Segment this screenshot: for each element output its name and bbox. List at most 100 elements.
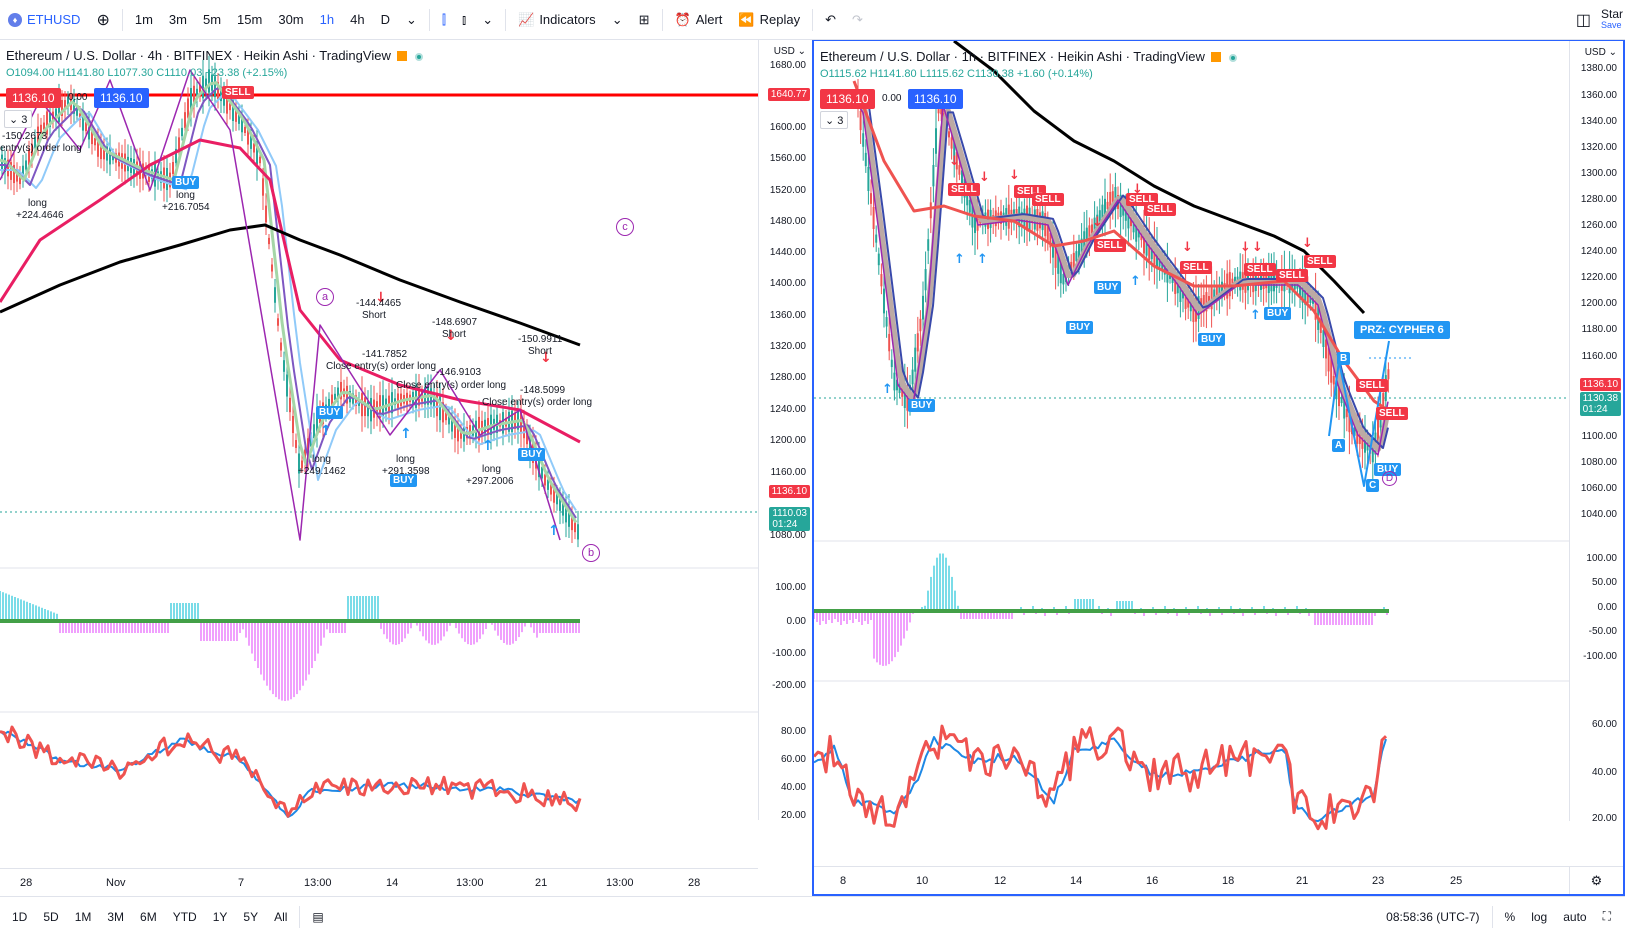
axis-currency[interactable]: USD ⌄ — [1584, 47, 1617, 58]
top-toolbar: ♦ ETHUSD ⊕ 1m 3m 5m 15m 30m 1h 4h D ⌄ ⫿ ⫾… — [0, 0, 1625, 40]
start-save-button[interactable]: Star Save — [1600, 6, 1623, 30]
candle-body — [867, 167, 870, 191]
interval-1h[interactable]: 1h — [319, 12, 335, 27]
time-tick: 23 — [1372, 875, 1385, 887]
market-status-icon — [414, 53, 423, 61]
buy-price-chip[interactable]: 1136.10 — [94, 88, 149, 108]
time-axis[interactable]: 8 10 12 14 16 18 21 23 25 — [814, 866, 1569, 894]
candle-body — [97, 136, 99, 157]
price-axis[interactable]: USD ⌄ 1680.00 1600.00 1560.00 1520.00 1480.0… — [758, 40, 812, 821]
rsi-line-red — [0, 725, 582, 818]
sell-signal: SELL — [1376, 407, 1408, 420]
range-1y[interactable]: 1Y — [212, 909, 228, 924]
trade-label: Short — [528, 346, 552, 357]
chart-pane-4h[interactable]: ↓ ↓ ↓ ↑ ↑ ↑ ↑ Ethereum / U.S. Dollar · 4h · BI… — [0, 40, 812, 896]
interval-d[interactable]: D — [380, 12, 390, 27]
chart-type-button[interactable]: ⫿ — [434, 0, 454, 40]
price-axis[interactable]: USD ⌄ 1380.00 1360.00 1340.00 1320.00 1300.0… — [1569, 41, 1623, 824]
chart-canvas-4h[interactable]: ↓ ↓ ↓ ↑ ↑ ↑ ↑ — [0, 40, 812, 896]
interval-15m[interactable]: 15m — [237, 12, 263, 27]
chart-canvas-1h[interactable]: ↓↓ ↓↓↓↓ ↓ ↓ ↓↑↑↑↑↑ — [814, 41, 1623, 896]
chevron-down-icon: ⌄ — [611, 11, 623, 27]
date-range-button[interactable]: ▤ — [304, 910, 331, 924]
range-1d[interactable]: 1D — [12, 909, 28, 924]
log-scale-toggle[interactable]: log — [1531, 909, 1548, 924]
price-tick: 1680.00 — [769, 60, 806, 71]
replay-button[interactable]: ⏪ Replay — [738, 11, 801, 28]
interval-5m[interactable]: 5m — [202, 12, 222, 27]
candle-body — [109, 145, 111, 165]
candle-body — [1137, 228, 1140, 238]
range-all[interactable]: All — [274, 909, 288, 924]
interval-3m[interactable]: 3m — [168, 12, 187, 27]
buy-price-chip[interactable]: 1136.10 — [908, 89, 963, 109]
candle-body — [58, 99, 60, 123]
indicator-count-toggle[interactable]: ⌄ 3 — [820, 111, 849, 129]
axis-currency[interactable]: USD ⌄ — [773, 46, 806, 57]
interval-4h[interactable]: 4h — [350, 12, 365, 27]
candle-body — [948, 131, 950, 138]
indicators-dropdown[interactable]: ⌄ — [604, 0, 631, 40]
range-1m[interactable]: 1M — [74, 909, 92, 924]
range-ytd[interactable]: YTD — [172, 909, 197, 924]
symbol-search[interactable]: ♦ ETHUSD — [0, 0, 88, 40]
undo-button[interactable]: ↶ — [817, 0, 844, 40]
time-axis[interactable]: 28 Nov 7 13:00 14 13:00 21 13:00 28 — [0, 868, 758, 896]
compare-button[interactable]: ⊕ — [88, 0, 117, 40]
interval-1m[interactable]: 1m — [134, 12, 153, 27]
candle-body — [538, 454, 540, 478]
range-6m[interactable]: 6M — [140, 909, 157, 924]
range-3m[interactable]: 3M — [107, 909, 125, 924]
sell-price-chip[interactable]: 1136.10 — [820, 89, 875, 109]
rsi-tick: 20.00 — [780, 810, 806, 821]
candle-body — [451, 417, 453, 432]
indicator-count-toggle[interactable]: ⌄ 3 — [4, 110, 33, 128]
time-tick: 13:00 — [606, 877, 634, 889]
time-tick: 14 — [386, 877, 399, 889]
candle-body — [1377, 417, 1379, 442]
candle-body — [880, 274, 883, 287]
spread-value: 0.00 — [68, 92, 88, 103]
candle-body — [43, 122, 45, 130]
percent-scale-toggle[interactable]: % — [1504, 909, 1516, 924]
flag-icon[interactable] — [1210, 52, 1221, 62]
range-5d[interactable]: 5D — [43, 909, 59, 924]
bar-style-button[interactable]: ⫾ — [454, 0, 474, 40]
range-5y[interactable]: 5Y — [243, 909, 259, 924]
candle-body — [82, 112, 84, 131]
candle-body — [922, 295, 924, 320]
sell-price-chip[interactable]: 1136.10 — [6, 88, 61, 108]
candle-body — [37, 126, 39, 144]
chart-settings-button[interactable]: ⚙ — [1569, 866, 1623, 894]
candle-body — [1088, 225, 1091, 241]
chart-type-dropdown[interactable]: ⌄ — [474, 0, 501, 40]
alert-button[interactable]: ⏰ Alert — [674, 11, 723, 28]
candle-body — [1205, 292, 1208, 312]
candle-body — [1208, 296, 1210, 304]
rewind-icon: ⏪ — [738, 11, 755, 27]
gear-icon: ⚙ — [1590, 873, 1603, 888]
time-tick: 8 — [840, 875, 847, 887]
plus-circle-icon: ⊕ — [96, 11, 110, 29]
signal-arrow: ↑ — [482, 438, 494, 454]
candle-body — [1161, 261, 1164, 270]
redo-button[interactable]: ↷ — [844, 0, 871, 40]
candle-body — [259, 156, 261, 164]
flag-icon[interactable] — [396, 51, 407, 61]
auto-scale-toggle[interactable]: auto — [1563, 909, 1587, 924]
clock[interactable]: 08:58:36 (UTC-7) — [1386, 909, 1480, 924]
time-tick: 25 — [1450, 875, 1463, 887]
layout-button[interactable]: ⊞ — [631, 0, 658, 40]
candle-body — [301, 460, 303, 469]
candle-body — [1153, 242, 1156, 268]
candle-body — [1104, 198, 1106, 221]
candle-body — [328, 398, 330, 412]
indicators-button[interactable]: 📈 Indicators — [518, 11, 596, 28]
candle-body — [1327, 347, 1330, 372]
candle-body — [955, 152, 958, 170]
chart-pane-1h[interactable]: ↓ ↓ ↓ ↓ ↓ ↓ ↓ ↓ ↓ ↑ ↑ ↑ ↑ ↑ Ethereum / U.S. Dollar · … — [812, 40, 1625, 896]
interval-30m[interactable]: 30m — [278, 12, 304, 27]
fullscreen-button[interactable]: ⛶ — [1595, 909, 1619, 924]
layout-panel-button[interactable]: ◫ — [1568, 0, 1599, 40]
interval-dropdown[interactable]: ⌄ — [398, 0, 425, 40]
